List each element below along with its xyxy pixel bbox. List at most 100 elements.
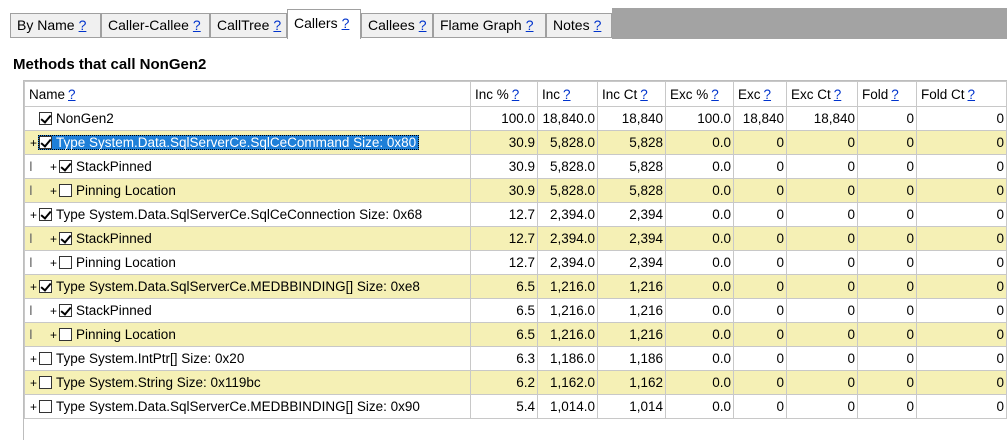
expand-toggle[interactable]: + [49, 231, 57, 246]
table-row[interactable]: NonGen2 100.0 18,840.0 18,840 100.0 18,840 18,… [24, 106, 1007, 131]
tab-calltree[interactable]: CallTree? [210, 13, 287, 38]
tab-label: Notes [553, 17, 590, 33]
row-checkbox[interactable] [39, 136, 52, 149]
row-name-cell[interactable]: I + StackPinned [24, 226, 471, 251]
callers-grid[interactable]: Name? Inc %? Inc? Inc Ct? Exc %? Exc? Ex… [23, 80, 1007, 440]
tab-by-name[interactable]: By Name? [10, 13, 101, 38]
row-name-cell[interactable]: I + Pinning Location [24, 322, 471, 347]
table-row[interactable]: I + Pinning Location 6.5 1,216.0 1,216 0.0 0 0 0 0 [24, 322, 1007, 347]
column-header-exc-ct[interactable]: Exc Ct? [786, 81, 858, 107]
row-name-cell[interactable]: + Type System.String Size: 0x119bc [24, 370, 471, 395]
row-checkbox[interactable] [39, 280, 52, 293]
table-row[interactable]: I + StackPinned 30.9 5,828.0 5,828 0.0 0 0 0 0 [24, 154, 1007, 179]
row-name-cell[interactable]: I + StackPinned [24, 154, 471, 179]
table-row[interactable]: I + StackPinned 12.7 2,394.0 2,394 0.0 0 0 0 0 [24, 226, 1007, 251]
column-header-inc[interactable]: Inc? [537, 81, 598, 107]
help-link[interactable]: ? [563, 86, 571, 102]
row-name-cell[interactable]: + Type System.Data.SqlServerCe.MEDBBINDIN… [24, 394, 471, 419]
column-header-name[interactable]: Name? [24, 81, 471, 107]
row-checkbox[interactable] [39, 400, 52, 413]
expand-toggle[interactable]: + [49, 303, 57, 318]
cell-inc-pct: 6.5 [470, 274, 538, 299]
row-label-group: NonGen2 [38, 111, 114, 126]
row-checkbox[interactable] [39, 112, 52, 125]
row-name-cell[interactable]: I + Pinning Location [24, 250, 471, 275]
row-checkbox[interactable] [39, 352, 52, 365]
help-link[interactable]: ? [640, 86, 648, 102]
row-name-cell[interactable]: NonGen2 [24, 106, 471, 131]
expand-toggle[interactable]: + [29, 207, 37, 222]
help-link[interactable]: ? [418, 17, 427, 33]
help-link[interactable]: ? [341, 15, 350, 31]
table-row[interactable]: + Type System.String Size: 0x119bc 6.2 1,16… [24, 370, 1007, 395]
help-link[interactable]: ? [967, 86, 976, 102]
help-link[interactable]: ? [833, 86, 842, 102]
cell-exc: 0 [733, 370, 787, 395]
expand-toggle[interactable]: + [29, 135, 37, 150]
expand-toggle[interactable]: + [49, 255, 57, 270]
column-header-inc-ct[interactable]: Inc Ct? [597, 81, 666, 107]
row-checkbox[interactable] [59, 328, 72, 341]
table-row[interactable]: + Type System.Data.SqlServerCe.SqlCeComma… [24, 130, 1007, 155]
help-link[interactable]: ? [763, 86, 772, 102]
row-name-cell[interactable]: I + StackPinned [24, 298, 471, 323]
table-row[interactable]: + Type System.Data.SqlServerCe.SqlCeConne… [24, 202, 1007, 227]
cell-exc: 18,840 [733, 106, 787, 131]
cell-inc: 5,828.0 [537, 154, 598, 179]
row-checkbox[interactable] [39, 208, 52, 221]
row-checkbox[interactable] [39, 376, 52, 389]
help-link[interactable]: ? [711, 86, 719, 102]
tab-callers[interactable]: Callers? [287, 9, 361, 39]
row-name-cell[interactable]: + Type System.IntPtr[] Size: 0x20 [24, 346, 471, 371]
expand-toggle[interactable]: + [29, 279, 37, 294]
table-row[interactable]: + Type System.Data.SqlServerCe.MEDBBINDIN… [24, 274, 1007, 299]
expand-toggle[interactable]: + [49, 159, 57, 174]
row-checkbox[interactable] [59, 160, 72, 173]
cell-fold-ct: 0 [916, 130, 1007, 155]
help-link[interactable]: ? [192, 17, 201, 33]
row-name-cell[interactable]: I + Pinning Location [24, 178, 471, 203]
expand-toggle[interactable]: + [29, 375, 37, 390]
tab-callees[interactable]: Callees? [361, 13, 433, 38]
tree-indent-guide: I [29, 183, 33, 198]
table-row[interactable]: I + StackPinned 6.5 1,216.0 1,216 0.0 0 0 0 0 [24, 298, 1007, 323]
expand-toggle[interactable]: + [49, 183, 57, 198]
row-checkbox[interactable] [59, 304, 72, 317]
row-label-group: Type System.Data.SqlServerCe.SqlCeConnec… [38, 207, 422, 222]
table-row[interactable]: I + Pinning Location 30.9 5,828.0 5,828 0.0 0 0 0… [24, 178, 1007, 203]
column-header-exc-pct[interactable]: Exc %? [665, 81, 734, 107]
row-checkbox[interactable] [59, 256, 72, 269]
tab-notes[interactable]: Notes? [546, 13, 612, 38]
table-row[interactable]: + Type System.Data.SqlServerCe.MEDBBINDIN… [24, 394, 1007, 419]
help-link[interactable]: ? [68, 86, 76, 102]
cell-exc-ct: 0 [786, 202, 858, 227]
cell-exc-pct: 0.0 [665, 202, 734, 227]
help-link[interactable]: ? [593, 17, 602, 33]
expand-toggle[interactable]: + [49, 327, 57, 342]
column-header-fold[interactable]: Fold? [857, 81, 917, 107]
cell-exc-ct: 0 [786, 274, 858, 299]
help-link[interactable]: ? [891, 86, 899, 102]
column-header-inc-pct[interactable]: Inc %? [470, 81, 538, 107]
cell-inc-pct: 6.5 [470, 322, 538, 347]
row-name: Type System.IntPtr[] Size: 0x20 [56, 351, 245, 366]
help-link[interactable]: ? [525, 17, 534, 33]
row-name-cell[interactable]: + Type System.Data.SqlServerCe.SqlCeComma… [24, 130, 471, 155]
help-link[interactable]: ? [511, 86, 520, 102]
expand-toggle[interactable]: + [29, 399, 37, 414]
column-header-exc[interactable]: Exc? [733, 81, 787, 107]
row-name-cell[interactable]: + Type System.Data.SqlServerCe.MEDBBINDIN… [24, 274, 471, 299]
table-row[interactable]: I + Pinning Location 12.7 2,394.0 2,394 0.0 0 0 0… [24, 250, 1007, 275]
help-link[interactable]: ? [78, 17, 87, 33]
help-link[interactable]: ? [273, 17, 282, 33]
expand-toggle[interactable]: + [29, 351, 37, 366]
column-header-fold-ct[interactable]: Fold Ct? [916, 81, 1007, 107]
table-row[interactable]: + Type System.IntPtr[] Size: 0x20 6.3 1,186… [24, 346, 1007, 371]
row-name-cell[interactable]: + Type System.Data.SqlServerCe.SqlCeConne… [24, 202, 471, 227]
tab-flame-graph[interactable]: Flame Graph? [433, 13, 546, 38]
cell-fold: 0 [857, 298, 917, 323]
tab-caller-callee[interactable]: Caller-Callee? [101, 13, 210, 38]
cell-fold: 0 [857, 346, 917, 371]
row-checkbox[interactable] [59, 232, 72, 245]
row-checkbox[interactable] [59, 184, 72, 197]
